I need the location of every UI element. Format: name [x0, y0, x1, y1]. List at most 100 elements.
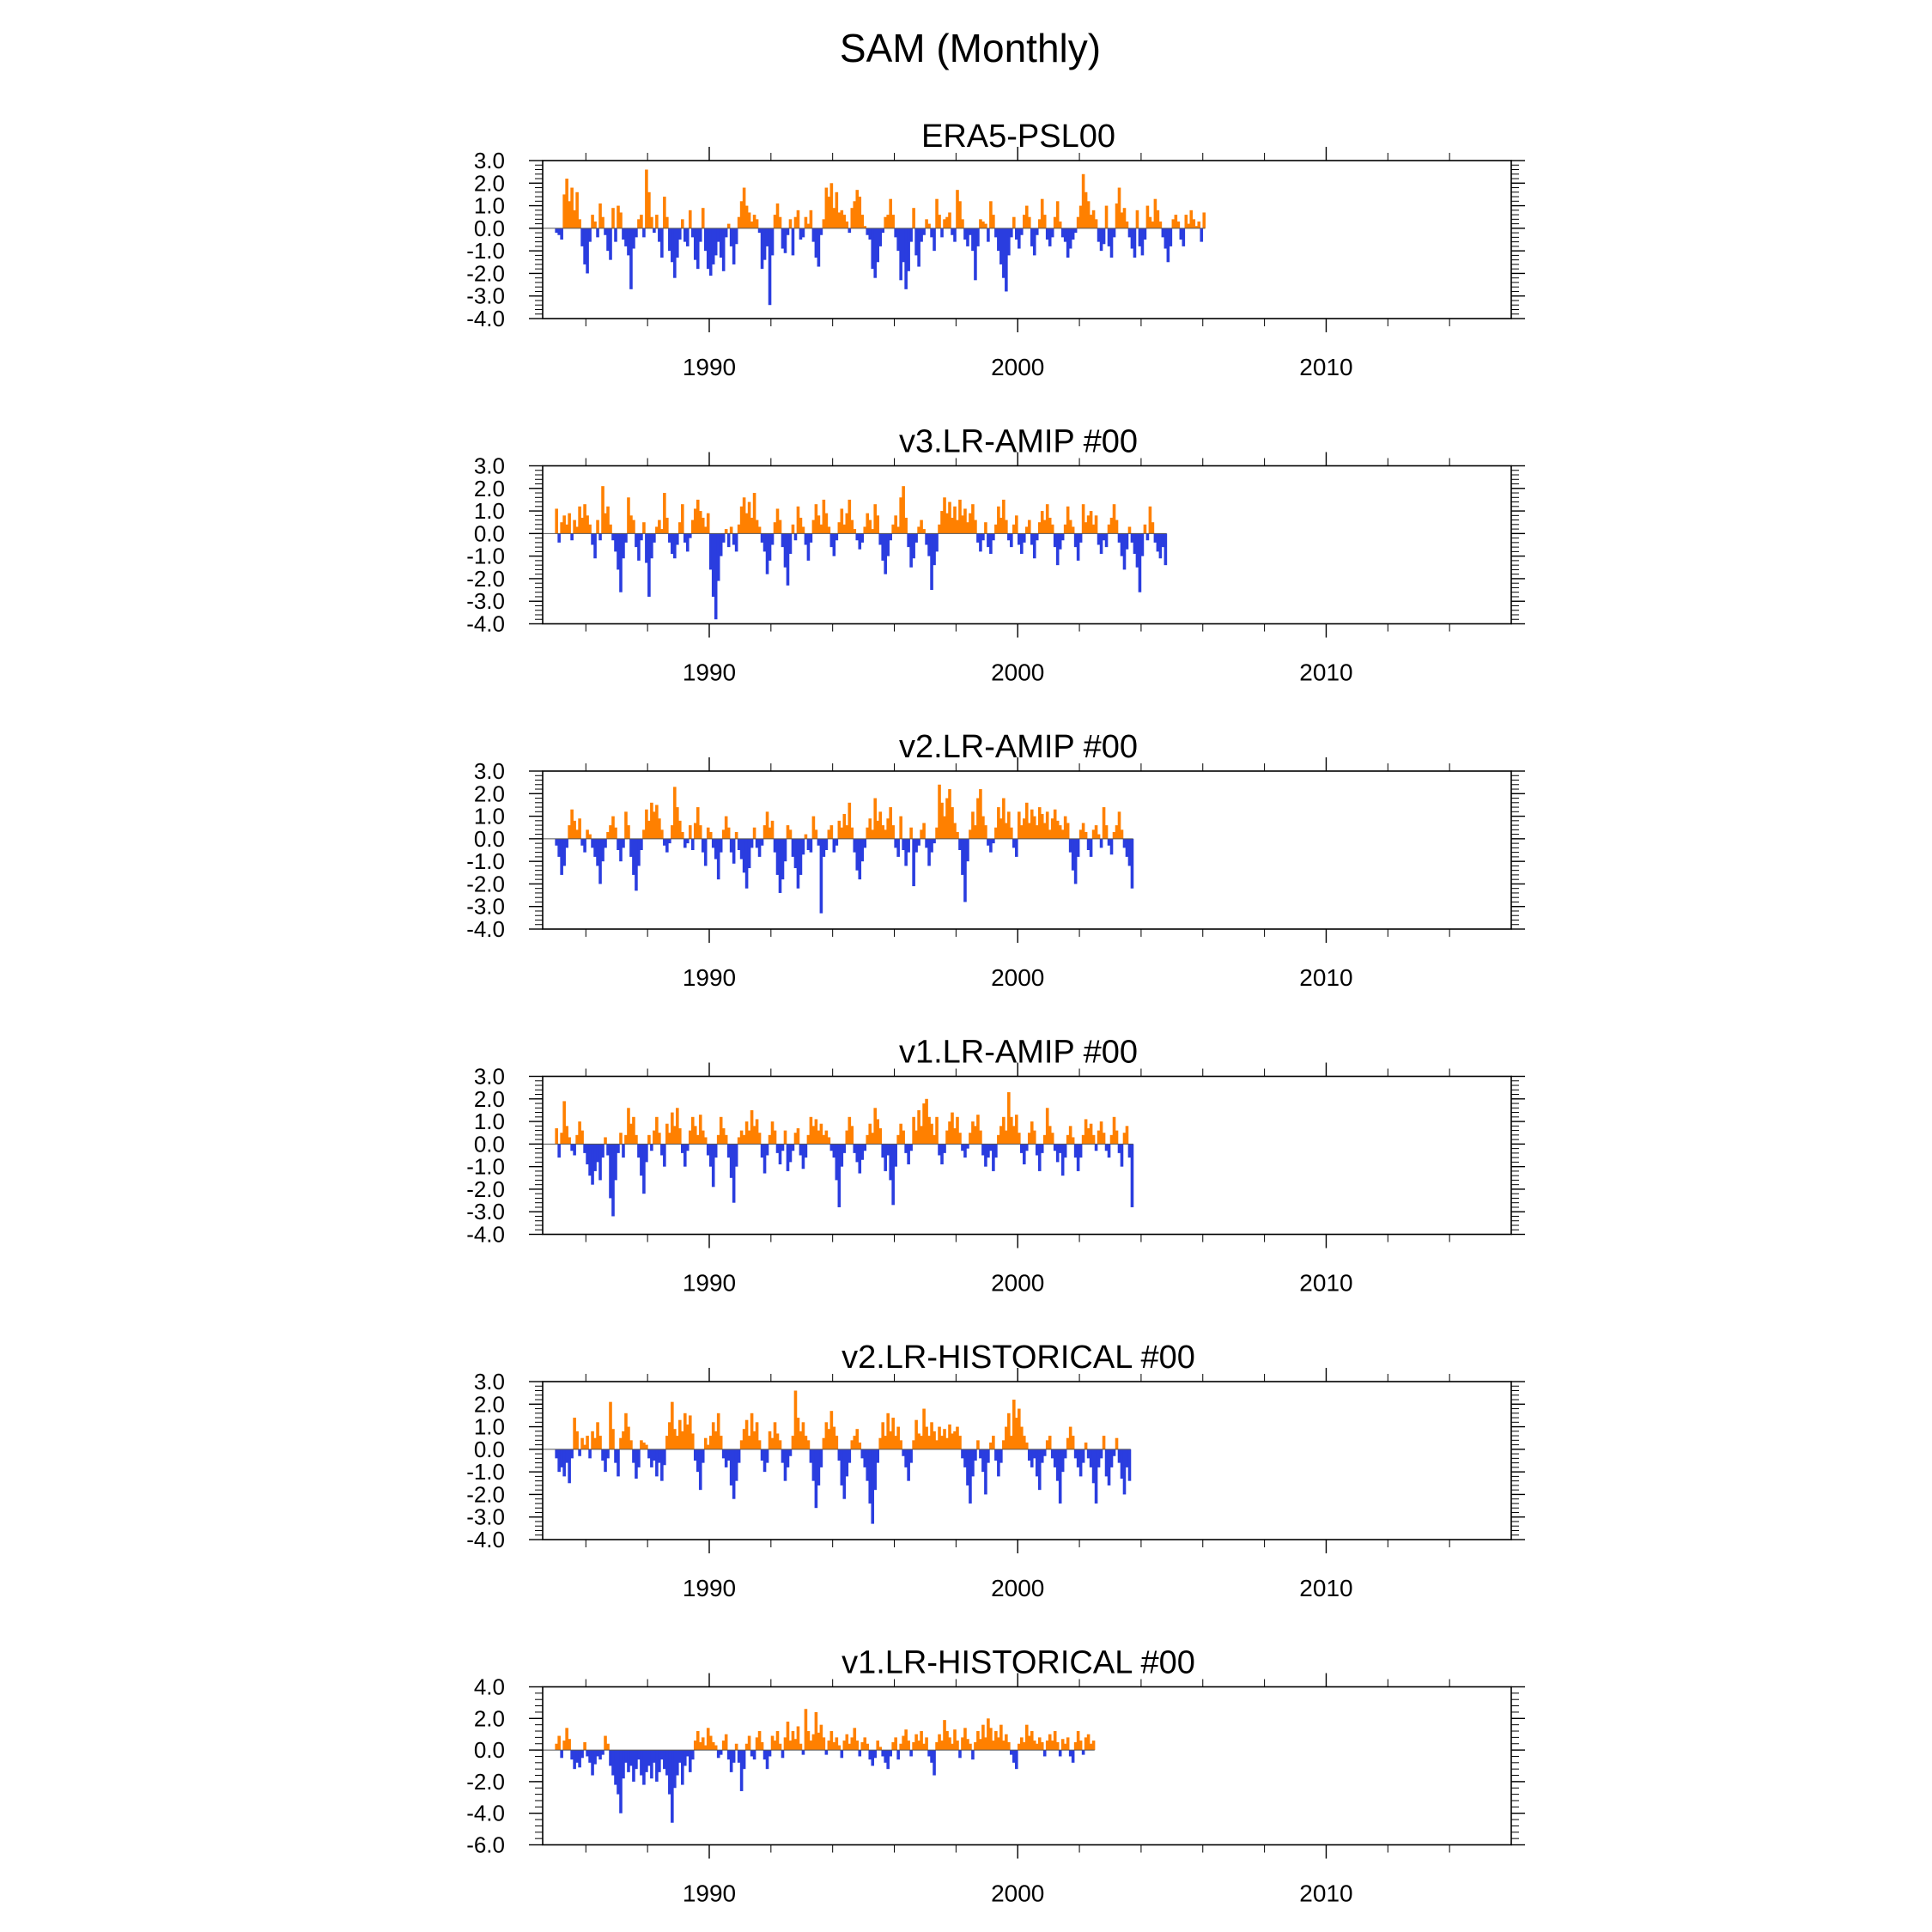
- bar-positive: [573, 820, 576, 839]
- bar-positive: [814, 1119, 818, 1145]
- bar-positive: [1053, 216, 1057, 228]
- bar-negative: [878, 533, 883, 545]
- bar-positive: [796, 1127, 800, 1145]
- bar-negative: [791, 228, 795, 256]
- bar-positive: [706, 1444, 710, 1449]
- bar-negative: [635, 228, 638, 238]
- bar-positive: [804, 216, 808, 228]
- bar-negative: [622, 838, 625, 848]
- bar-negative: [1010, 1750, 1013, 1755]
- bar-negative: [994, 1449, 998, 1461]
- bar-negative: [598, 1750, 602, 1760]
- bar-negative: [819, 228, 823, 235]
- bar-positive: [1066, 1737, 1070, 1751]
- bar-negative: [665, 1750, 669, 1776]
- bar-negative: [690, 228, 695, 238]
- y-tick-label: 1.0: [474, 193, 505, 219]
- bar-positive: [999, 1724, 1003, 1751]
- bar-negative: [940, 228, 944, 238]
- bar-negative: [593, 1750, 597, 1765]
- panel-title: v1.LR-HISTORICAL #00: [841, 1645, 1195, 1681]
- bar-positive: [703, 1437, 708, 1449]
- bar-negative: [817, 228, 821, 267]
- bar-positive: [596, 1422, 599, 1449]
- bar-positive: [835, 191, 839, 228]
- bar-positive: [565, 1126, 568, 1145]
- bar-negative: [619, 1750, 623, 1814]
- bar-positive: [1102, 1436, 1106, 1449]
- bar-positive: [793, 1390, 798, 1449]
- bar-negative: [783, 838, 787, 862]
- bar-positive: [1022, 215, 1026, 228]
- bar-positive: [938, 1734, 941, 1751]
- bar-positive: [783, 1737, 787, 1751]
- bar-positive: [1148, 506, 1152, 534]
- bar-positive: [1050, 1133, 1054, 1145]
- bar-positive: [1084, 1442, 1088, 1449]
- bar-negative: [765, 1144, 769, 1156]
- y-tick-label: -2.0: [466, 871, 505, 896]
- bar-positive: [701, 1130, 705, 1145]
- bar-negative: [984, 1449, 987, 1495]
- bar-positive: [775, 508, 780, 534]
- bar-positive: [1081, 1134, 1085, 1145]
- bar-negative: [708, 533, 713, 570]
- bar-positive: [943, 816, 946, 839]
- bar-negative: [863, 1449, 867, 1467]
- bar-negative: [935, 533, 939, 552]
- bar-positive: [568, 201, 571, 228]
- bar-negative: [896, 228, 900, 252]
- bar-positive: [788, 1741, 793, 1751]
- bar-negative: [1078, 533, 1083, 543]
- bar-positive: [586, 829, 589, 839]
- bar-positive: [1045, 811, 1049, 839]
- bar-negative: [557, 838, 561, 857]
- bar-negative: [588, 228, 592, 242]
- bar-negative: [637, 838, 641, 866]
- bar-negative: [884, 1750, 887, 1763]
- bar-negative: [681, 1750, 684, 1785]
- bar-positive: [1040, 198, 1044, 228]
- bar-positive: [688, 1415, 692, 1449]
- bar-negative: [981, 1449, 985, 1473]
- bar-positive: [568, 1137, 571, 1145]
- bar-positive: [1125, 1126, 1129, 1145]
- bar-positive: [956, 1741, 959, 1751]
- bar-negative: [708, 1144, 713, 1167]
- x-tick-label: 2000: [991, 1270, 1044, 1297]
- bar-positive: [1042, 823, 1047, 839]
- bar-negative: [1073, 838, 1078, 884]
- bar-negative: [673, 1750, 677, 1789]
- bar-negative: [801, 1144, 805, 1170]
- bar-positive: [1005, 1734, 1008, 1751]
- bar-positive: [773, 215, 777, 228]
- y-tick-label: 0.0: [474, 1437, 505, 1462]
- bar-negative: [1130, 838, 1134, 889]
- bar-negative: [565, 838, 568, 848]
- bar-positive: [1094, 515, 1098, 534]
- bar-positive: [765, 811, 769, 839]
- bar-negative: [860, 1449, 865, 1459]
- bar-negative: [701, 1449, 705, 1463]
- bar-negative: [871, 1750, 875, 1766]
- bar-negative: [1099, 1449, 1103, 1459]
- bar-positive: [1086, 1734, 1091, 1751]
- bar-positive: [562, 1101, 566, 1145]
- bar-negative: [1097, 533, 1101, 545]
- bar-negative: [1099, 838, 1103, 848]
- bar-positive: [824, 1422, 829, 1449]
- bar-negative: [747, 838, 751, 869]
- bar-negative: [596, 228, 599, 238]
- bar-negative: [1161, 228, 1165, 238]
- bar-negative: [1089, 838, 1093, 857]
- bar-positive: [775, 1433, 780, 1449]
- bar-negative: [1055, 1449, 1060, 1481]
- bar-negative: [658, 228, 661, 242]
- bar-negative: [555, 838, 558, 846]
- bar-positive: [920, 519, 923, 534]
- bar-negative: [642, 228, 646, 238]
- bar-negative: [940, 1144, 944, 1165]
- bar-positive: [1089, 1743, 1093, 1751]
- bar-negative: [1104, 1449, 1109, 1477]
- bar-positive: [757, 526, 762, 534]
